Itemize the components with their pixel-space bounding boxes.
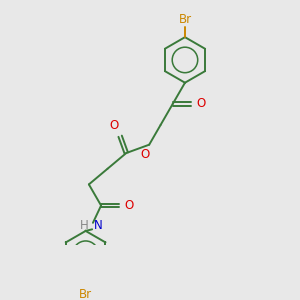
Text: O: O xyxy=(140,148,150,161)
Text: H: H xyxy=(80,219,89,232)
Text: N: N xyxy=(94,219,103,232)
Text: Br: Br xyxy=(79,288,92,300)
Text: Br: Br xyxy=(178,13,191,26)
Text: O: O xyxy=(196,97,206,110)
Text: O: O xyxy=(110,119,119,132)
Text: O: O xyxy=(125,199,134,212)
